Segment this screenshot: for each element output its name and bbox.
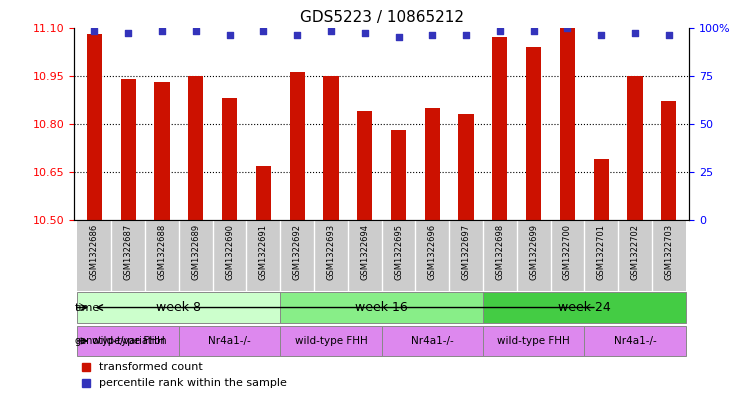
Bar xyxy=(256,165,271,220)
Text: transformed count: transformed count xyxy=(99,362,202,372)
Bar xyxy=(661,101,677,220)
Bar xyxy=(594,159,609,220)
Text: GSM1322694: GSM1322694 xyxy=(360,224,369,279)
Bar xyxy=(154,82,170,220)
Text: GSM1322687: GSM1322687 xyxy=(124,224,133,280)
Bar xyxy=(391,130,406,220)
Text: GSM1322695: GSM1322695 xyxy=(394,224,403,279)
Point xyxy=(359,30,370,37)
Text: GSM1322690: GSM1322690 xyxy=(225,224,234,279)
Text: percentile rank within the sample: percentile rank within the sample xyxy=(99,378,287,388)
Point xyxy=(528,28,539,35)
Text: week 8: week 8 xyxy=(156,301,202,314)
Text: GSM1322688: GSM1322688 xyxy=(157,224,167,280)
Text: genotype/variation: genotype/variation xyxy=(75,336,167,346)
Bar xyxy=(585,220,618,291)
Text: Nr4a1-/-: Nr4a1-/- xyxy=(411,336,453,346)
Bar xyxy=(179,326,280,356)
Text: week 24: week 24 xyxy=(558,301,611,314)
Bar xyxy=(280,292,483,323)
Bar xyxy=(280,326,382,356)
Text: Nr4a1-/-: Nr4a1-/- xyxy=(208,336,251,346)
Bar xyxy=(222,98,237,220)
Bar xyxy=(459,114,473,220)
Bar xyxy=(357,111,372,220)
Bar xyxy=(314,220,348,291)
Bar xyxy=(179,220,213,291)
Text: wild-type FHH: wild-type FHH xyxy=(92,336,165,346)
Bar xyxy=(111,220,145,291)
Point xyxy=(257,28,269,35)
Bar xyxy=(78,326,179,356)
Bar xyxy=(483,292,685,323)
Bar xyxy=(87,34,102,220)
Bar xyxy=(483,326,585,356)
Point xyxy=(393,34,405,40)
Bar xyxy=(449,220,483,291)
Bar xyxy=(416,220,449,291)
Text: GSM1322689: GSM1322689 xyxy=(191,224,200,280)
Point xyxy=(156,28,168,35)
Bar xyxy=(425,108,440,220)
Point xyxy=(190,28,202,35)
Text: GSM1322693: GSM1322693 xyxy=(327,224,336,280)
Text: wild-type FHH: wild-type FHH xyxy=(497,336,570,346)
Text: week 16: week 16 xyxy=(355,301,408,314)
Point xyxy=(291,32,303,39)
Text: GSM1322701: GSM1322701 xyxy=(597,224,606,279)
Bar xyxy=(585,326,685,356)
Point xyxy=(122,30,134,37)
Bar xyxy=(628,75,642,220)
Bar xyxy=(560,28,575,220)
Bar xyxy=(188,75,203,220)
Text: GSM1322686: GSM1322686 xyxy=(90,224,99,280)
Bar xyxy=(78,220,111,291)
Bar xyxy=(213,220,247,291)
Point xyxy=(595,32,607,39)
Bar xyxy=(382,326,483,356)
Bar xyxy=(78,292,280,323)
Bar xyxy=(121,79,136,220)
Bar xyxy=(247,220,280,291)
Text: wild-type FHH: wild-type FHH xyxy=(295,336,368,346)
Bar xyxy=(382,220,416,291)
Bar xyxy=(348,220,382,291)
Point xyxy=(562,24,574,31)
Bar xyxy=(145,220,179,291)
Point xyxy=(629,30,641,37)
Text: GSM1322697: GSM1322697 xyxy=(462,224,471,280)
Text: GSM1322698: GSM1322698 xyxy=(496,224,505,280)
Text: GSM1322691: GSM1322691 xyxy=(259,224,268,279)
Text: GSM1322692: GSM1322692 xyxy=(293,224,302,279)
Bar xyxy=(323,75,339,220)
Text: GSM1322703: GSM1322703 xyxy=(665,224,674,280)
Point xyxy=(663,32,675,39)
Text: Nr4a1-/-: Nr4a1-/- xyxy=(614,336,657,346)
Bar xyxy=(652,220,685,291)
Text: GSM1322699: GSM1322699 xyxy=(529,224,538,279)
Text: time: time xyxy=(75,303,100,312)
Bar xyxy=(618,220,652,291)
Bar xyxy=(290,72,305,220)
Title: GDS5223 / 10865212: GDS5223 / 10865212 xyxy=(299,10,464,25)
Point xyxy=(426,32,438,39)
Point xyxy=(460,32,472,39)
Point xyxy=(88,28,100,35)
Bar xyxy=(483,220,516,291)
Point xyxy=(224,32,236,39)
Text: GSM1322696: GSM1322696 xyxy=(428,224,436,280)
Text: GSM1322700: GSM1322700 xyxy=(563,224,572,279)
Point xyxy=(325,28,337,35)
Bar xyxy=(551,220,585,291)
Bar xyxy=(492,37,508,220)
Bar xyxy=(280,220,314,291)
Text: GSM1322702: GSM1322702 xyxy=(631,224,639,279)
Point xyxy=(494,28,506,35)
Bar xyxy=(516,220,551,291)
Bar xyxy=(526,47,541,220)
